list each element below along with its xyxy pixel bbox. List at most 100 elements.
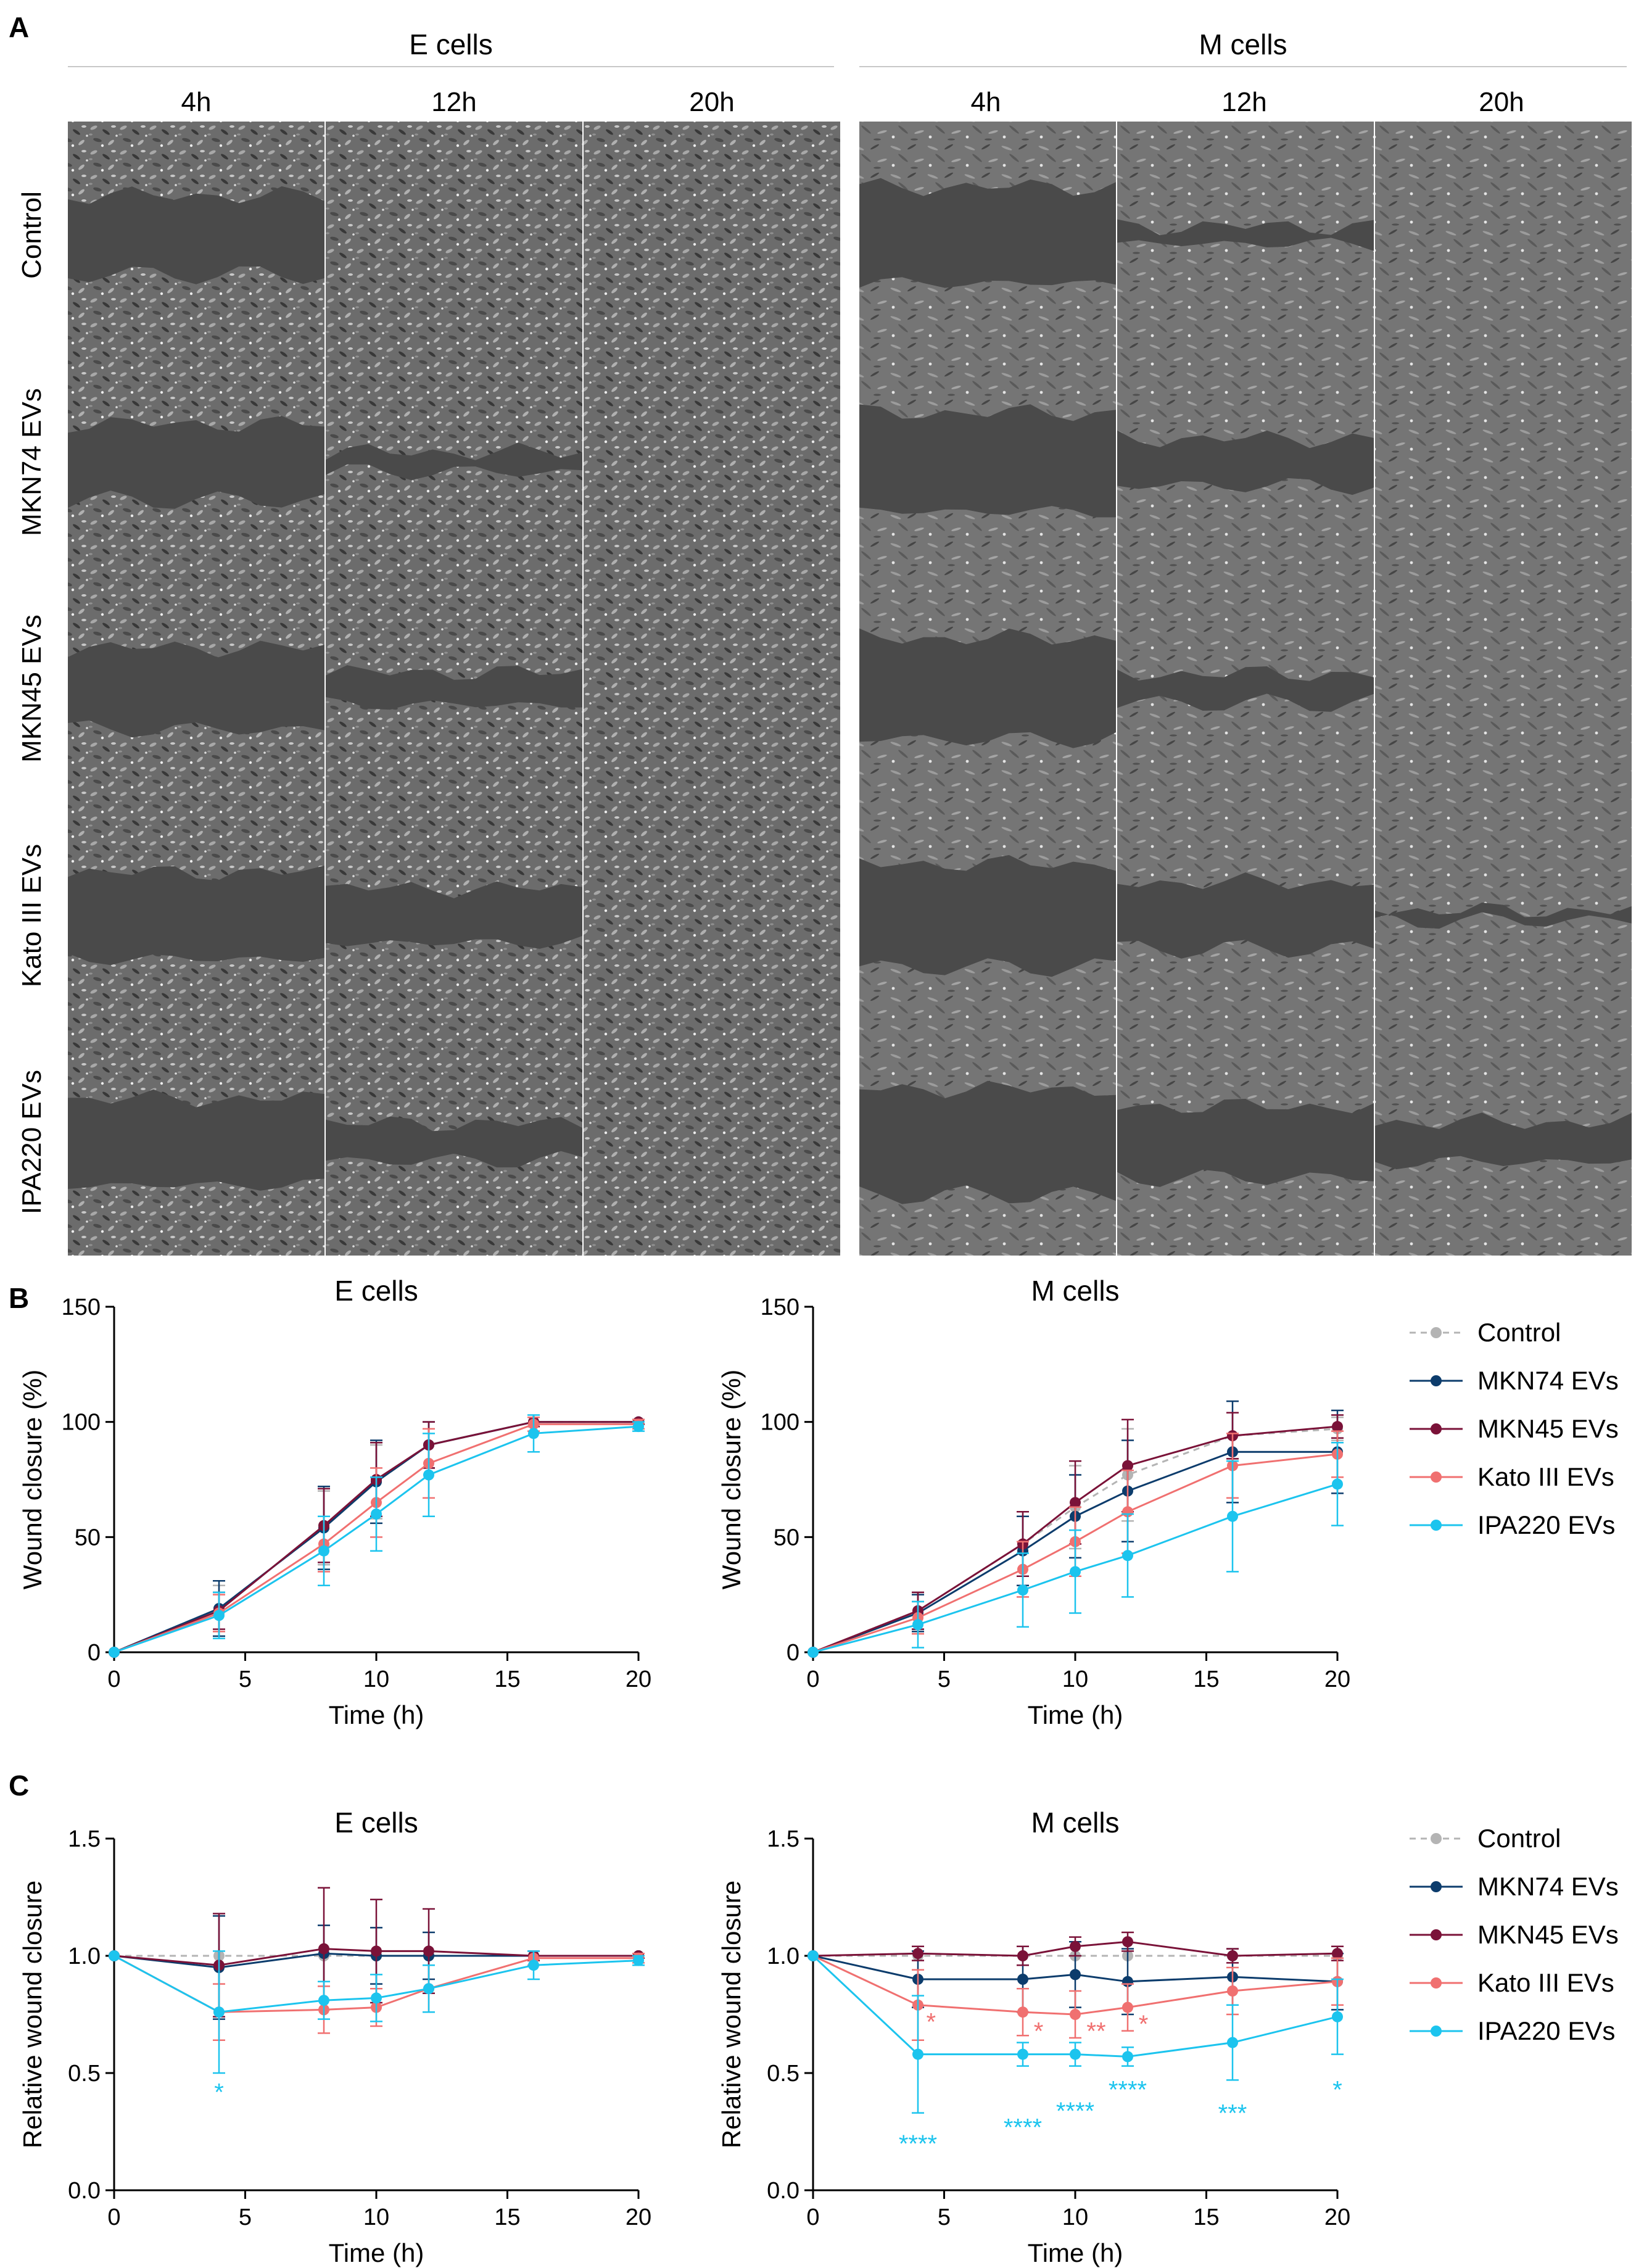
series xyxy=(109,1950,645,2074)
data-point xyxy=(1122,2001,1133,2013)
legend-item: Control xyxy=(1410,1318,1561,1347)
micrograph-wound-gap xyxy=(859,404,1116,518)
micrograph-wound-gap xyxy=(68,1089,324,1191)
time-label-m-20h: 20h xyxy=(1479,87,1524,117)
micrograph-wound-gap xyxy=(859,178,1116,288)
micrograph xyxy=(1117,349,1374,576)
micrograph xyxy=(68,802,324,1029)
y-tick-label: 50 xyxy=(774,1525,799,1550)
time-label-m-12h: 12h xyxy=(1221,87,1266,117)
y-tick-label: 0.0 xyxy=(68,2178,101,2204)
significance-mark: * xyxy=(1034,2018,1044,2045)
time-label-m-4h: 4h xyxy=(971,87,1001,117)
significance-mark: * xyxy=(214,2079,224,2106)
y-tick-label: 1.0 xyxy=(68,1943,101,1969)
x-axis-label: Time (h) xyxy=(1028,2238,1123,2267)
micrograph-wound-gap xyxy=(859,628,1116,748)
x-tick-label: 15 xyxy=(494,1666,520,1692)
data-point xyxy=(1017,2006,1028,2018)
micrograph xyxy=(68,575,324,802)
y-tick-label: 0.0 xyxy=(767,2178,799,2204)
data-point xyxy=(1070,1969,1081,1980)
y-axis-label: Relative wound closure xyxy=(18,1881,47,2148)
data-point xyxy=(1122,2051,1133,2063)
data-point xyxy=(109,1950,120,1961)
micrograph xyxy=(859,349,1116,576)
panel-a-letter: A xyxy=(9,11,29,43)
micrograph-cells xyxy=(326,122,582,349)
x-tick-label: 10 xyxy=(1062,1666,1088,1692)
x-tick-label: 15 xyxy=(1193,2204,1219,2230)
micrograph-cells xyxy=(584,122,840,349)
x-tick-label: 20 xyxy=(1324,2204,1350,2230)
y-axis-label: Wound closure (%) xyxy=(717,1370,746,1589)
x-tick-label: 0 xyxy=(107,1666,120,1692)
legend-item: Control xyxy=(1410,1824,1561,1853)
x-tick-label: 15 xyxy=(494,2204,520,2230)
data-point xyxy=(633,1421,644,1433)
significance-mark: * xyxy=(926,2008,936,2035)
y-tick-label: 50 xyxy=(75,1525,101,1550)
data-point xyxy=(423,1983,434,1995)
data-point xyxy=(912,2048,923,2060)
data-point xyxy=(528,1960,539,1971)
data-point xyxy=(1017,1584,1028,1596)
y-tick-label: 0.5 xyxy=(68,2061,101,2087)
micrograph xyxy=(1117,122,1374,349)
data-point xyxy=(1227,1985,1238,1997)
micrograph xyxy=(326,575,582,802)
x-axis-label: Time (h) xyxy=(1028,1700,1123,1729)
x-tick-label: 20 xyxy=(626,1666,651,1692)
micrograph-wound-gap xyxy=(859,855,1116,977)
micrograph-wound-gap xyxy=(1117,872,1374,959)
y-tick-label: 150 xyxy=(62,1294,101,1320)
data-point xyxy=(1070,1940,1081,1952)
x-tick-label: 10 xyxy=(363,1666,389,1692)
legend-label: MKN74 EVs xyxy=(1477,1872,1619,1901)
legend-item: Kato III EVs xyxy=(1410,1462,1614,1491)
micrograph-wound-gap xyxy=(859,1080,1116,1204)
data-point xyxy=(213,2006,225,2018)
time-label-e-20h: 20h xyxy=(689,87,734,117)
group-label-e-cells: E cells xyxy=(409,28,492,60)
micrograph-wound-gap xyxy=(326,1116,582,1168)
legend-panel-b: Control MKN74 EVs MKN45 EVs Kato III EVs IPA… xyxy=(1410,1318,1619,1539)
micrograph xyxy=(1375,1028,1632,1256)
row-label-ipa220: IPA220 EVs xyxy=(17,1070,47,1214)
chart-title: E cells xyxy=(334,1275,418,1307)
chart-b-e-cells: E cells 0 5 10 15 20 0 50 100 150 Time (h) Wound cl… xyxy=(18,1275,651,1729)
data-point xyxy=(1332,2011,1343,2022)
data-point xyxy=(318,1545,329,1557)
data-point xyxy=(1227,1510,1238,1522)
data-point xyxy=(1017,2048,1028,2060)
data-point xyxy=(912,1619,923,1631)
micrograph-wound-gap xyxy=(1375,902,1632,929)
micrograph xyxy=(1117,1028,1374,1256)
legend-label: IPA220 EVs xyxy=(1477,1510,1615,1539)
legend-item: MKN45 EVs xyxy=(1410,1920,1619,1949)
x-tick-label: 10 xyxy=(363,2204,389,2230)
micrograph-wound-gap xyxy=(68,640,324,738)
significance-mark: **** xyxy=(899,2130,937,2158)
data-point xyxy=(528,1428,539,1439)
data-point xyxy=(1070,2009,1081,2020)
micrograph xyxy=(584,349,840,576)
legend-label: IPA220 EVs xyxy=(1477,2016,1615,2045)
legend-item: MKN74 EVs xyxy=(1410,1366,1619,1395)
micrograph xyxy=(584,122,840,349)
significance-mark: * xyxy=(1139,2011,1149,2038)
legend-swatch-marker xyxy=(1431,1929,1442,1940)
legend-swatch-marker xyxy=(1431,1977,1442,1989)
micrograph xyxy=(1375,349,1632,576)
data-point xyxy=(1070,2048,1081,2060)
micrograph xyxy=(326,1028,582,1256)
data-point xyxy=(1017,1950,1028,1961)
micrograph xyxy=(859,122,1116,349)
legend-swatch-marker xyxy=(1431,1833,1442,1844)
micrograph xyxy=(68,1028,324,1256)
group-header-e-cells: E cells 4h 12h 20h xyxy=(68,28,834,117)
micrograph-wound-gap xyxy=(68,866,324,966)
data-point xyxy=(1070,1566,1081,1578)
data-point xyxy=(318,1995,329,2006)
x-tick-label: 5 xyxy=(239,2204,252,2230)
